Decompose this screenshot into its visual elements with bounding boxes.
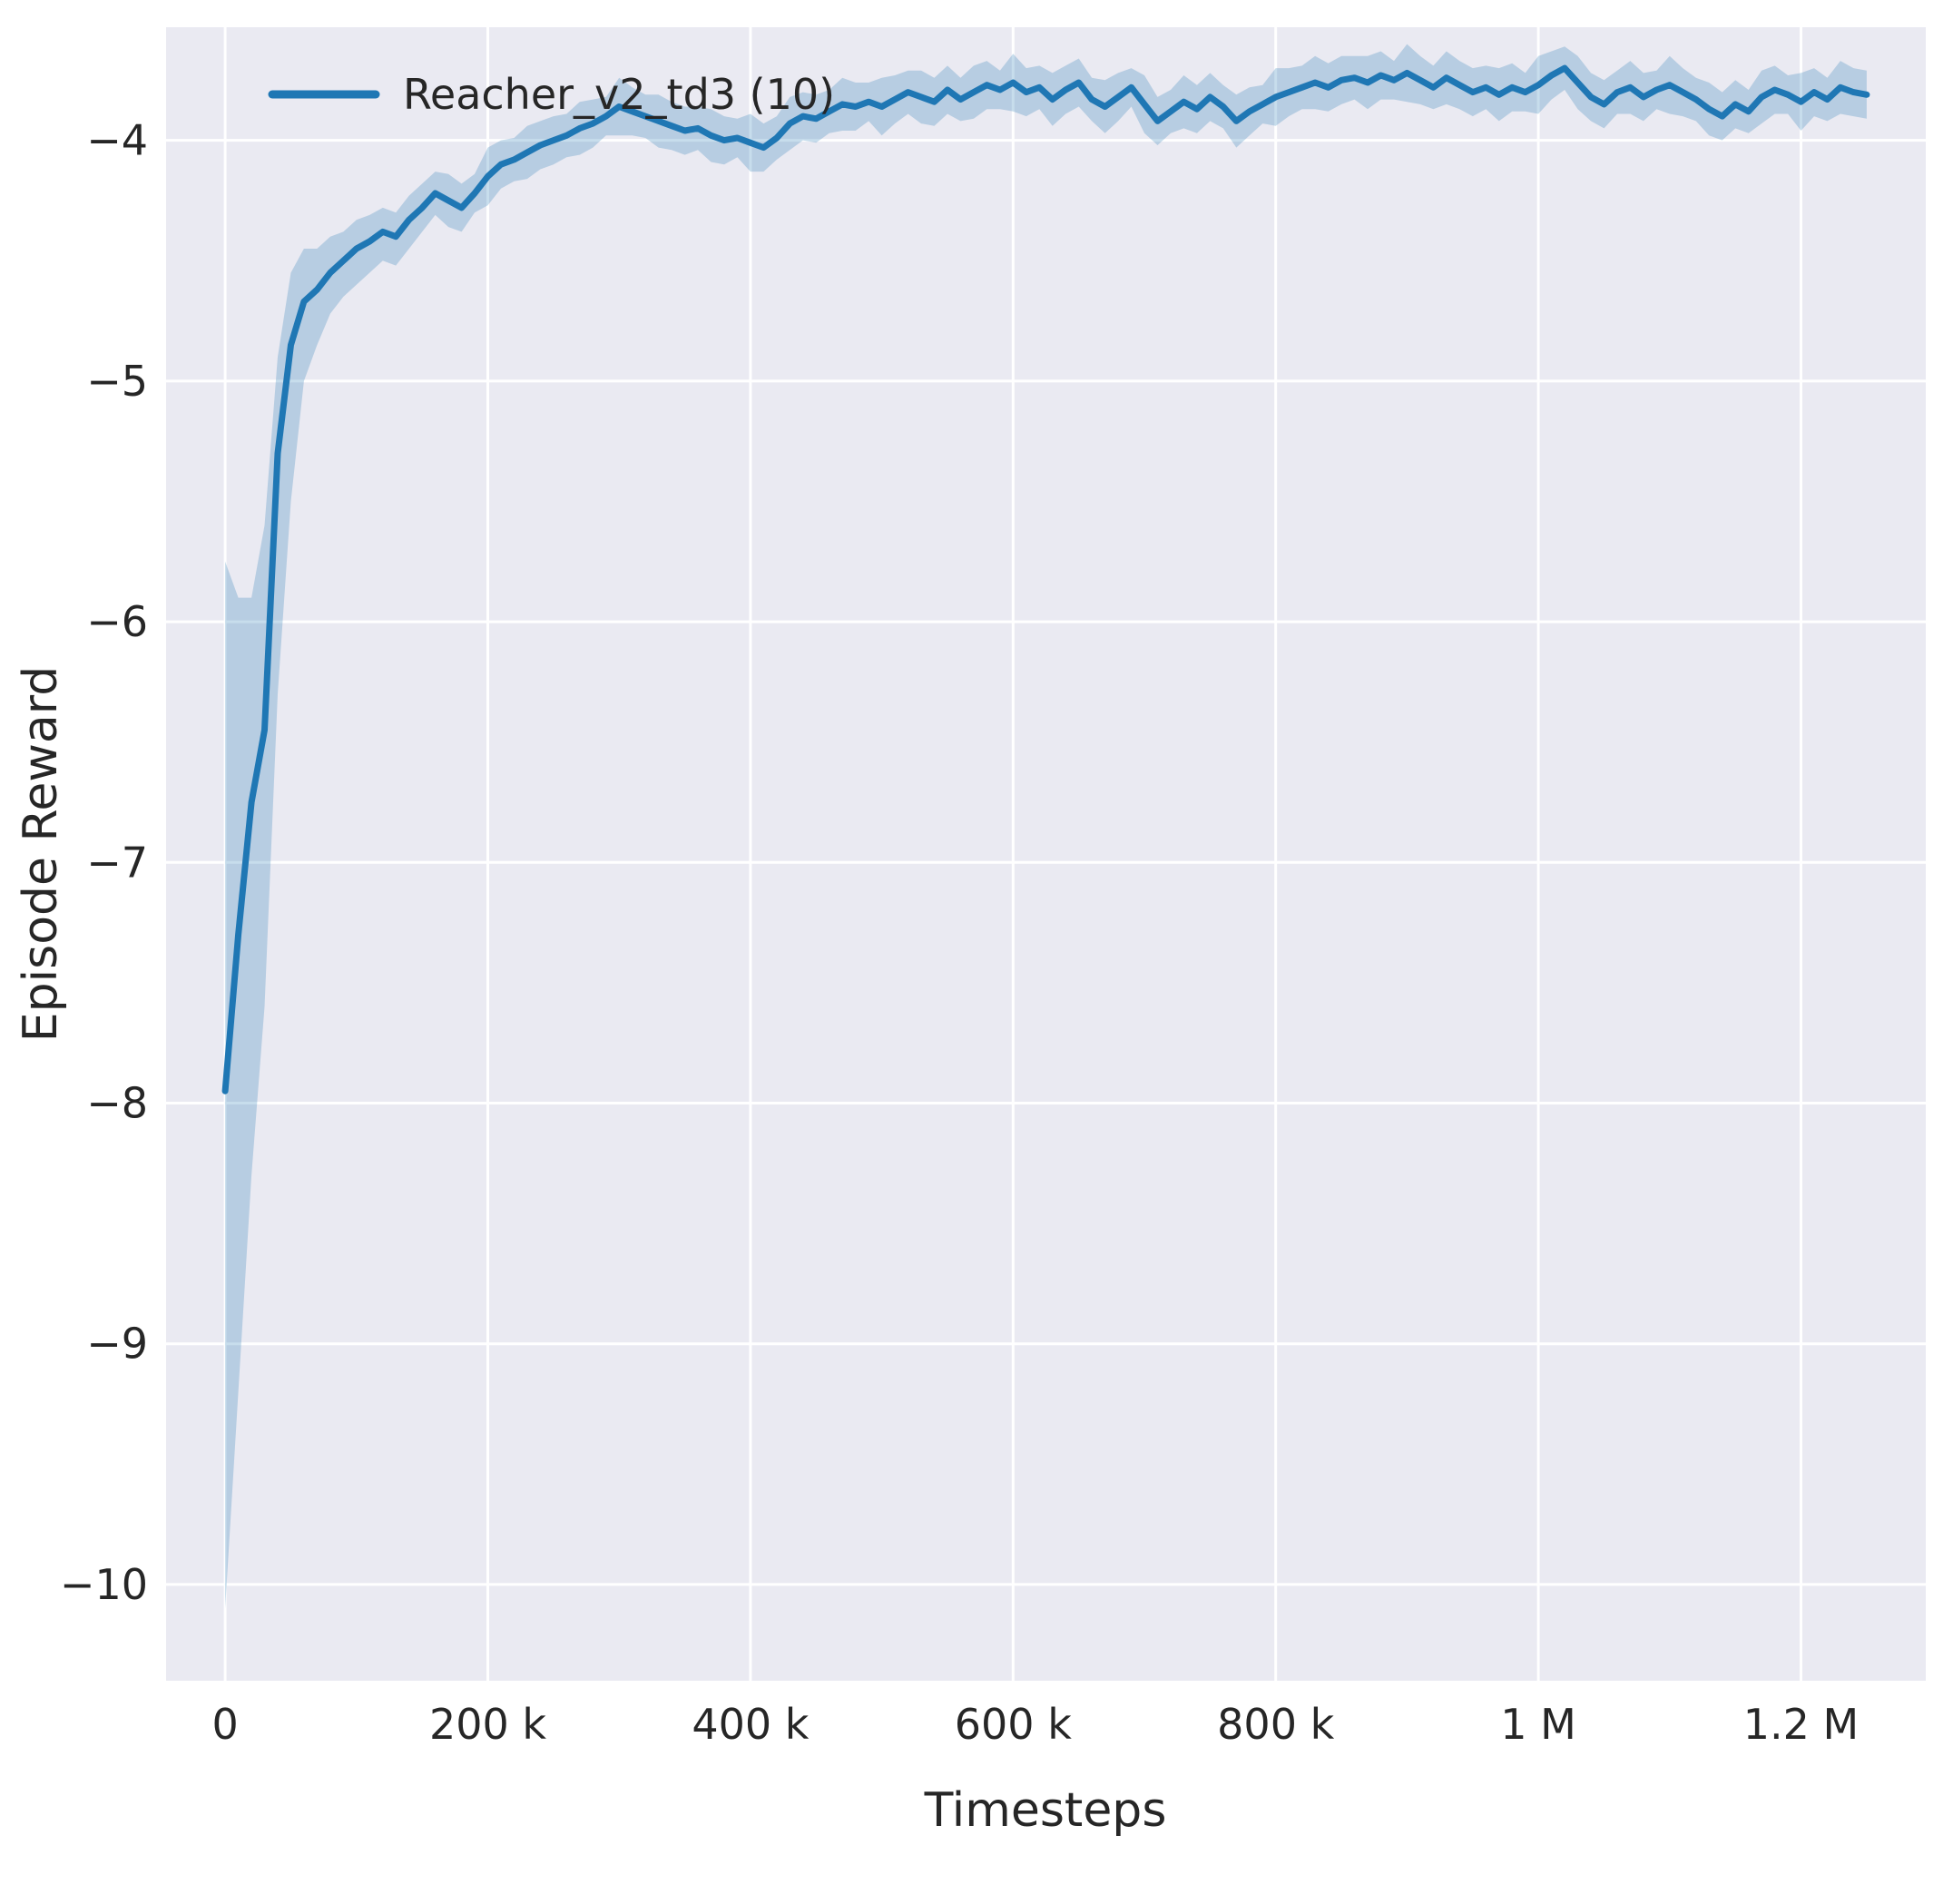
y-tick-label: −5 [86,357,148,406]
x-tick-labels: 0 200 k 400 k 600 k 800 k 1 M 1.2 M [211,1700,1859,1749]
y-tick-label: −7 [86,838,148,887]
x-tick-label: 1.2 M [1743,1700,1859,1749]
legend: Reacher_v2_td3 (10) [268,70,835,119]
y-axis-label: Episode Reward [14,666,68,1042]
y-tick-label: −9 [86,1320,148,1369]
plot-area [166,27,1926,1681]
x-axis-label: Timesteps [924,1783,1167,1838]
y-tick-label: −10 [60,1560,148,1609]
y-tick-label: −4 [86,116,148,165]
legend-label: Reacher_v2_td3 (10) [403,70,835,119]
series [221,44,1870,1609]
y-tick-labels: −4 −5 −6 −7 −8 −9 −10 [60,116,148,1609]
grid-lines [166,27,1926,1681]
x-tick-label: 400 k [692,1700,809,1749]
y-tick-label: −8 [86,1079,148,1128]
x-tick-label: 800 k [1217,1700,1334,1749]
y-tick-label: −6 [86,597,148,646]
x-tick-label: 200 k [429,1700,546,1749]
x-tick-label: 0 [211,1700,238,1749]
series-line [221,64,1870,1094]
x-tick-label: 600 k [955,1700,1072,1749]
x-tick-label: 1 M [1500,1700,1576,1749]
